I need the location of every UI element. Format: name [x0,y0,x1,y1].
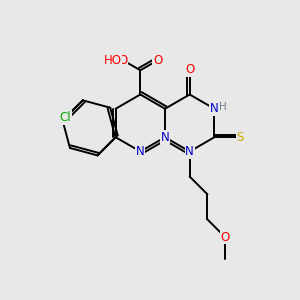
Text: H: H [220,102,227,112]
Text: O: O [220,231,230,244]
Text: Cl: Cl [60,111,71,124]
Text: O: O [118,54,128,67]
Text: N: N [136,145,145,158]
Text: N: N [210,102,219,115]
Text: HO: HO [103,54,122,67]
Text: O: O [185,63,194,76]
Text: S: S [236,131,244,144]
Text: N: N [185,145,194,158]
Text: N: N [160,131,169,144]
Text: O: O [153,54,162,67]
